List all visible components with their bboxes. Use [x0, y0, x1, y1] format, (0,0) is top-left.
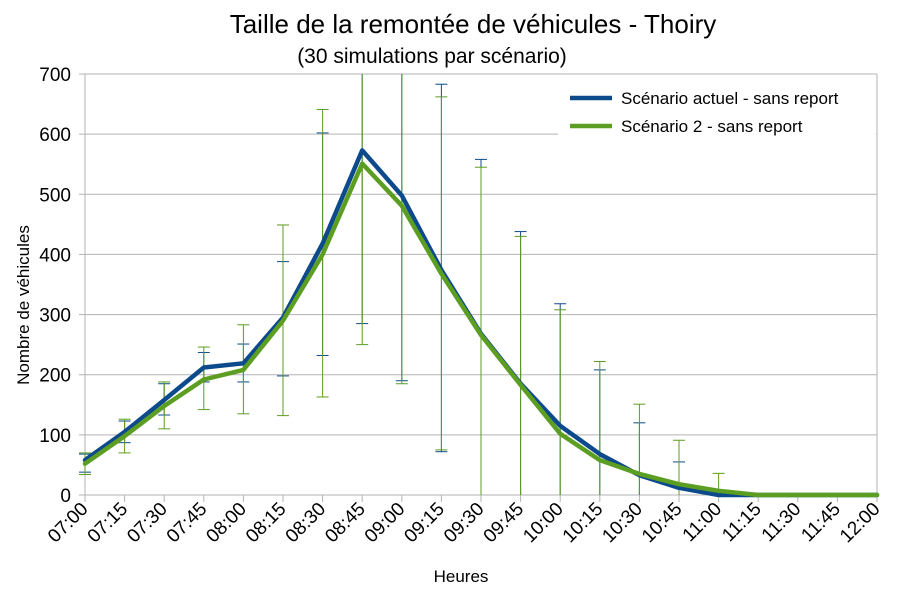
- legend-label-1: Scénario actuel - sans report: [621, 89, 839, 108]
- x-tick-label: 09:30: [440, 499, 488, 547]
- legend: Scénario actuel - sans report Scénario 2 …: [558, 78, 876, 144]
- y-tick-label: 500: [39, 185, 71, 206]
- x-tick-labels: 07:0007:1507:3007:4508:0008:1508:3008:45…: [44, 499, 884, 547]
- y-tick-label: 0: [60, 486, 71, 507]
- x-tick-label: 07:45: [163, 499, 211, 547]
- x-tick-label: 07:15: [84, 499, 132, 547]
- x-tick-label: 09:45: [480, 499, 528, 547]
- x-tick-label: 09:15: [400, 499, 448, 547]
- y-axis-label: Nombre de véhicules: [14, 225, 33, 385]
- x-tick-label: 08:00: [202, 499, 250, 547]
- y-tick-label: 700: [39, 65, 71, 86]
- series-lines: [82, 148, 880, 498]
- x-axis-label: Heures: [434, 567, 489, 586]
- x-tick-label: 08:15: [242, 499, 290, 547]
- chart-subtitle: (30 simulations par scénario): [297, 45, 567, 68]
- x-tick-label: 11:45: [797, 499, 844, 546]
- x-tick-label: 07:30: [123, 499, 171, 547]
- x-tick-label: 10:15: [559, 499, 607, 547]
- x-tick-label: 10:45: [638, 499, 686, 547]
- x-tick-label: 11:00: [679, 499, 726, 546]
- y-tick-label: 100: [39, 426, 71, 447]
- x-tick-label: 08:45: [321, 499, 369, 547]
- y-tick-label: 300: [39, 306, 71, 327]
- chart-title: Taille de la remontée de véhicules - Tho…: [230, 9, 717, 39]
- x-tick-label: 08:30: [282, 499, 330, 547]
- x-tick-label: 09:00: [361, 499, 409, 547]
- series-line-2: [82, 161, 880, 498]
- legend-box: [558, 78, 876, 144]
- y-tick-label: 400: [39, 245, 71, 266]
- y-tick-label: 600: [39, 125, 71, 146]
- y-tick-label: 200: [39, 366, 71, 387]
- x-tick-label: 12:00: [836, 499, 884, 547]
- y-tick-labels: 0 100 200 300 400 500 600 700: [39, 65, 71, 507]
- x-tick-label: 11:30: [758, 499, 805, 546]
- legend-label-2: Scénario 2 - sans report: [621, 117, 803, 136]
- x-tick-label: 10:00: [519, 499, 567, 547]
- x-tick-label: 10:30: [598, 499, 646, 547]
- x-tick-label: 11:15: [718, 499, 765, 546]
